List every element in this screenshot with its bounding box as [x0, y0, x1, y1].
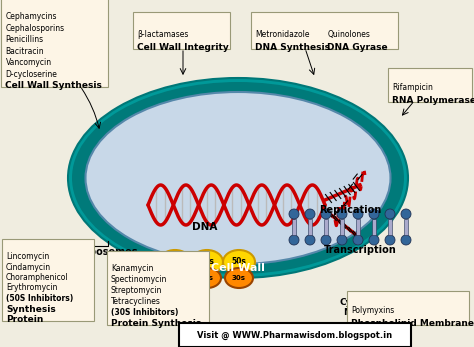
- Text: RNA Polymerase: RNA Polymerase: [392, 96, 474, 105]
- Ellipse shape: [159, 250, 191, 274]
- Text: 30s: 30s: [232, 275, 246, 281]
- Circle shape: [401, 209, 411, 219]
- Text: Choramphenicol: Choramphenicol: [6, 273, 69, 282]
- Text: 50s: 50s: [168, 257, 182, 266]
- Text: Replication: Replication: [319, 205, 381, 215]
- Ellipse shape: [85, 92, 391, 264]
- Circle shape: [289, 235, 299, 245]
- FancyBboxPatch shape: [347, 291, 469, 325]
- Text: Bacitracin: Bacitracin: [6, 46, 44, 56]
- Text: Polymyxins: Polymyxins: [351, 306, 394, 315]
- Text: Phospholipid Membranes: Phospholipid Membranes: [351, 319, 474, 328]
- FancyBboxPatch shape: [134, 11, 230, 49]
- Text: DNA Synthesis: DNA Synthesis: [255, 42, 330, 51]
- Bar: [388, 219, 392, 235]
- Text: Vancomycin: Vancomycin: [6, 58, 52, 67]
- Text: Cytoplasmic
Membrane: Cytoplasmic Membrane: [339, 298, 401, 318]
- Text: Rifampicin: Rifampicin: [392, 83, 433, 92]
- Circle shape: [401, 235, 411, 245]
- Text: DNA Gyrase: DNA Gyrase: [328, 42, 388, 51]
- Bar: [324, 219, 328, 235]
- Text: Streptomycin: Streptomycin: [111, 286, 163, 295]
- FancyBboxPatch shape: [179, 323, 411, 347]
- Text: 30s: 30s: [168, 275, 182, 281]
- Circle shape: [353, 209, 363, 219]
- FancyBboxPatch shape: [107, 251, 209, 325]
- Text: Cephalosporins: Cephalosporins: [6, 24, 64, 33]
- Circle shape: [321, 235, 331, 245]
- Text: Protein: Protein: [6, 315, 44, 324]
- Text: Translation: Translation: [29, 242, 95, 252]
- FancyBboxPatch shape: [388, 68, 472, 102]
- Text: Tetracyclines: Tetracyclines: [111, 297, 161, 306]
- Text: Cell Wall: Cell Wall: [211, 263, 265, 273]
- Text: Cell Wall Integrity: Cell Wall Integrity: [137, 42, 229, 51]
- Text: Cephamycins: Cephamycins: [6, 12, 57, 21]
- Bar: [292, 219, 296, 235]
- Text: (50S Inhibitors): (50S Inhibitors): [6, 294, 73, 303]
- Circle shape: [305, 235, 315, 245]
- Text: Metronidazole: Metronidazole: [255, 29, 310, 39]
- Text: Spectinomycin: Spectinomycin: [111, 275, 167, 284]
- Text: Synthesis: Synthesis: [6, 305, 56, 313]
- Bar: [356, 219, 360, 235]
- Circle shape: [305, 209, 315, 219]
- Text: D-cycloserine: D-cycloserine: [6, 69, 57, 78]
- Circle shape: [369, 209, 379, 219]
- Circle shape: [385, 235, 395, 245]
- Ellipse shape: [72, 82, 404, 274]
- Ellipse shape: [223, 250, 255, 274]
- FancyBboxPatch shape: [252, 11, 399, 49]
- Text: Transcription: Transcription: [324, 245, 396, 255]
- Text: Ribosomes: Ribosomes: [79, 247, 138, 257]
- Text: Protein Synthesis: Protein Synthesis: [111, 319, 201, 328]
- Text: Penicillins: Penicillins: [6, 35, 44, 44]
- Text: Cell Wall Synthesis: Cell Wall Synthesis: [6, 81, 102, 90]
- Text: β-lactamases: β-lactamases: [137, 29, 189, 39]
- Circle shape: [369, 235, 379, 245]
- Text: Quinolones: Quinolones: [328, 29, 370, 39]
- Ellipse shape: [193, 268, 221, 288]
- Text: DNA: DNA: [192, 222, 218, 232]
- Circle shape: [385, 209, 395, 219]
- Text: (30S Inhibitors): (30S Inhibitors): [111, 308, 178, 317]
- Circle shape: [321, 209, 331, 219]
- Ellipse shape: [225, 268, 253, 288]
- Bar: [372, 219, 376, 235]
- Ellipse shape: [161, 268, 189, 288]
- Text: Lincomycin: Lincomycin: [6, 252, 49, 261]
- FancyBboxPatch shape: [2, 239, 94, 321]
- Text: Translation: Translation: [29, 290, 95, 300]
- Circle shape: [337, 235, 347, 245]
- Bar: [340, 219, 344, 235]
- Text: Cindamycin: Cindamycin: [6, 262, 51, 271]
- FancyBboxPatch shape: [1, 0, 109, 87]
- Ellipse shape: [191, 250, 223, 274]
- Circle shape: [353, 235, 363, 245]
- Text: 50s: 50s: [232, 257, 246, 266]
- Bar: [404, 219, 408, 235]
- Bar: [308, 219, 312, 235]
- Text: Kanamycin: Kanamycin: [111, 264, 154, 273]
- Ellipse shape: [68, 78, 408, 278]
- Text: Visit @ WWW.Pharmawisdom.blogspot.in: Visit @ WWW.Pharmawisdom.blogspot.in: [198, 330, 392, 340]
- Text: 30s: 30s: [200, 275, 214, 281]
- Circle shape: [289, 209, 299, 219]
- Text: 50s: 50s: [200, 257, 214, 266]
- Circle shape: [337, 209, 347, 219]
- Text: Erythromycin: Erythromycin: [6, 283, 57, 293]
